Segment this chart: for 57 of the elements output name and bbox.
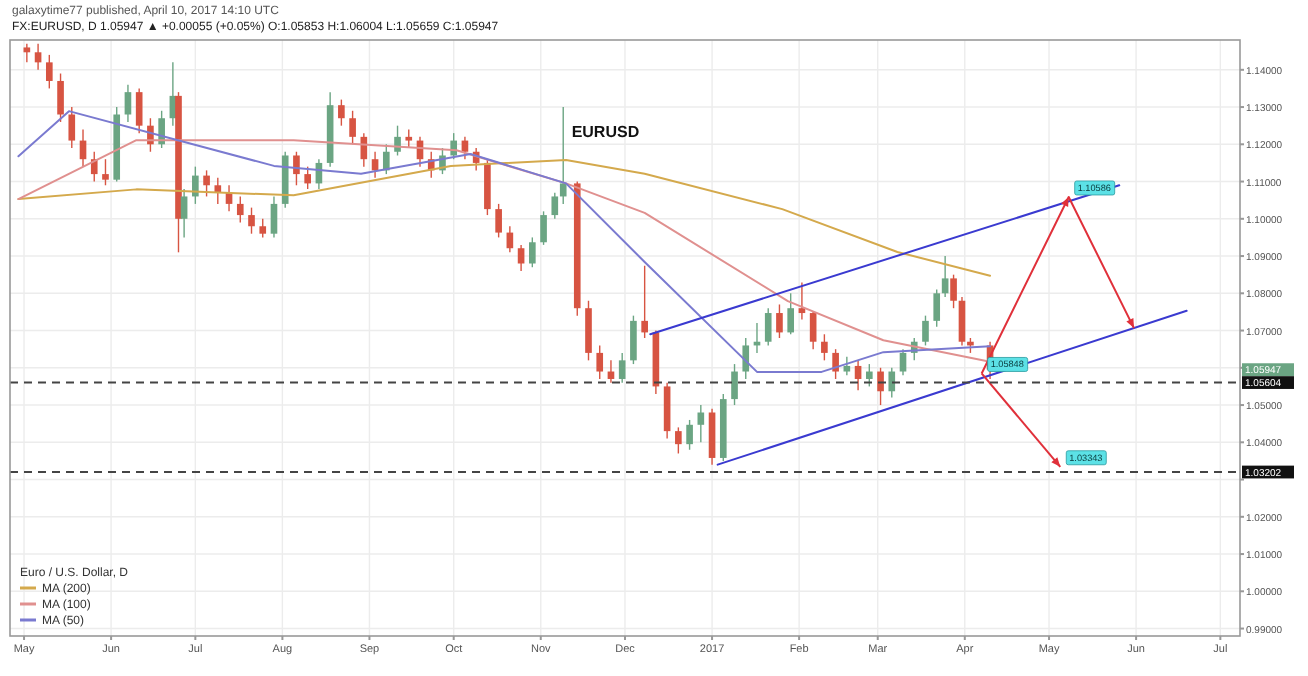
candlestick bbox=[551, 192, 559, 220]
candlestick bbox=[742, 337, 750, 380]
candlestick bbox=[933, 288, 941, 328]
line-series bbox=[17, 158, 992, 277]
candlestick bbox=[809, 311, 817, 350]
candlestick bbox=[888, 367, 896, 399]
candlestick bbox=[821, 333, 828, 362]
candlestick bbox=[686, 419, 693, 451]
candlestick bbox=[630, 314, 637, 365]
annotation: EURUSD bbox=[571, 122, 640, 141]
candlestick bbox=[950, 273, 957, 309]
candlestick bbox=[23, 43, 31, 64]
candlestick bbox=[776, 303, 783, 339]
candlestick bbox=[596, 344, 604, 380]
candlestick bbox=[922, 314, 929, 347]
candlestick bbox=[585, 300, 592, 362]
candlestick bbox=[338, 98, 345, 127]
candlestick bbox=[941, 255, 949, 298]
candlestick bbox=[293, 151, 300, 186]
candlestick bbox=[248, 206, 255, 235]
candlestick bbox=[68, 106, 76, 149]
candlestick bbox=[34, 43, 42, 71]
candlestick bbox=[304, 165, 311, 190]
candlestick bbox=[618, 352, 626, 384]
candlestick bbox=[382, 143, 390, 175]
candlestick bbox=[675, 426, 682, 455]
candlestick bbox=[559, 106, 567, 205]
candlestick bbox=[529, 236, 536, 268]
candlestick bbox=[135, 87, 143, 134]
candlestick bbox=[394, 124, 401, 157]
candlestick bbox=[877, 367, 884, 406]
candlestick bbox=[236, 195, 244, 224]
candlestick bbox=[854, 359, 862, 391]
candlestick bbox=[865, 363, 873, 388]
candlestick bbox=[57, 72, 64, 123]
candlestick bbox=[899, 348, 907, 376]
candlestick bbox=[270, 195, 278, 239]
candlestick bbox=[124, 84, 132, 123]
candlestick bbox=[102, 158, 109, 186]
candlestick bbox=[787, 292, 795, 335]
candlestick bbox=[843, 355, 851, 376]
candlestick bbox=[663, 382, 671, 440]
candlestick bbox=[517, 244, 525, 272]
candlestick bbox=[484, 158, 491, 216]
candlestick bbox=[731, 363, 738, 406]
candlestick bbox=[958, 296, 966, 347]
candlestick bbox=[259, 218, 267, 239]
candlestick bbox=[45, 54, 53, 90]
candlestick bbox=[203, 169, 210, 198]
candlestick bbox=[540, 210, 547, 246]
candlestick bbox=[641, 265, 648, 339]
candlestick bbox=[180, 188, 188, 239]
candlestick bbox=[192, 165, 199, 205]
candlestick bbox=[495, 203, 502, 239]
candlestick bbox=[349, 110, 356, 145]
candlestick bbox=[764, 307, 772, 347]
candlestick bbox=[832, 348, 839, 380]
